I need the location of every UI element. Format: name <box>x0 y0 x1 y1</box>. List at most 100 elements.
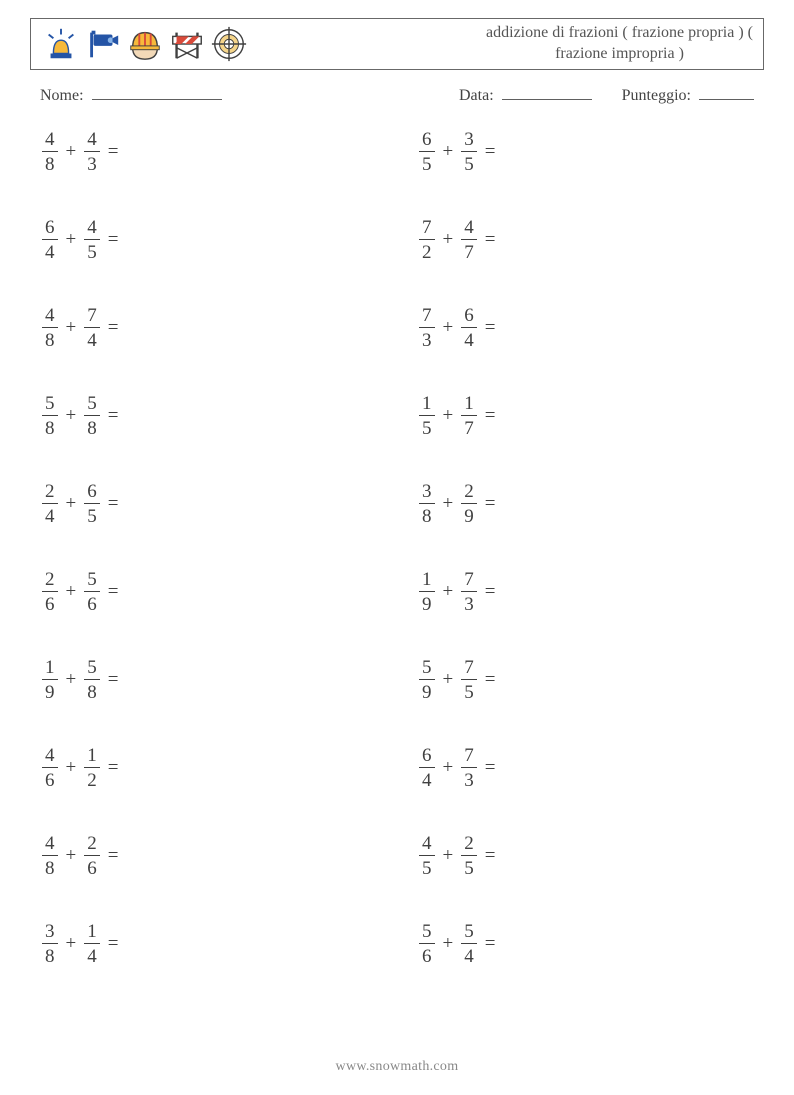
equals-sign: = <box>485 845 496 867</box>
fraction-denominator: 3 <box>419 328 435 350</box>
fraction-denominator: 5 <box>461 152 477 174</box>
fraction-numerator: 7 <box>419 306 435 327</box>
plus-operator: + <box>66 405 77 427</box>
plus-operator: + <box>66 493 77 515</box>
problems-grid: 48+43=65+35=64+45=72+47=48+74=73+64=58+5… <box>40 127 754 969</box>
score-label: Punteggio: <box>622 87 691 104</box>
fraction-denominator: 6 <box>42 592 58 614</box>
equals-sign: = <box>108 317 119 339</box>
fraction-numerator: 2 <box>461 482 477 503</box>
fraction-denominator: 7 <box>461 240 477 262</box>
plus-operator: + <box>66 581 77 603</box>
fraction-numerator: 5 <box>461 922 477 943</box>
fraction-numerator: 6 <box>84 482 100 503</box>
fraction-numerator: 7 <box>84 306 100 327</box>
fraction-numerator: 5 <box>84 658 100 679</box>
fraction-numerator: 7 <box>461 570 477 591</box>
fraction-numerator: 6 <box>461 306 477 327</box>
fraction-numerator: 3 <box>419 482 435 503</box>
problem: 73+64= <box>417 303 754 353</box>
equals-sign: = <box>485 229 496 251</box>
fraction-denominator: 2 <box>419 240 435 262</box>
fraction: 64 <box>461 306 477 350</box>
fraction-numerator: 6 <box>419 130 435 151</box>
fraction-denominator: 8 <box>419 504 435 526</box>
camera-icon <box>83 24 123 64</box>
meta-row: Nome: Data: Punteggio: <box>40 84 754 105</box>
problem: 46+12= <box>40 743 377 793</box>
fraction-numerator: 4 <box>42 746 58 767</box>
fraction: 26 <box>84 834 100 878</box>
equals-sign: = <box>485 405 496 427</box>
fraction: 29 <box>461 482 477 526</box>
fraction-denominator: 8 <box>84 680 100 702</box>
fraction: 43 <box>84 130 100 174</box>
fraction-denominator: 6 <box>419 944 435 966</box>
name-label: Nome: <box>40 87 84 104</box>
helmet-icon <box>125 24 165 64</box>
fraction-numerator: 2 <box>42 570 58 591</box>
name-field: Nome: <box>40 84 459 105</box>
equals-sign: = <box>485 933 496 955</box>
fraction: 72 <box>419 218 435 262</box>
fraction-numerator: 1 <box>461 394 477 415</box>
equals-sign: = <box>108 405 119 427</box>
date-field: Data: <box>459 84 592 105</box>
problem: 64+73= <box>417 743 754 793</box>
fraction-denominator: 9 <box>42 680 58 702</box>
fraction-denominator: 4 <box>461 944 477 966</box>
fraction: 48 <box>42 834 58 878</box>
fraction: 59 <box>419 658 435 702</box>
fraction-numerator: 1 <box>419 570 435 591</box>
plus-operator: + <box>66 933 77 955</box>
equals-sign: = <box>108 493 119 515</box>
fraction-denominator: 4 <box>461 328 477 350</box>
fraction-numerator: 5 <box>419 922 435 943</box>
equals-sign: = <box>108 229 119 251</box>
problem: 24 +65 = <box>40 479 377 529</box>
fraction-numerator: 4 <box>84 130 100 151</box>
fraction: 64 <box>42 218 58 262</box>
fraction: 45 <box>84 218 100 262</box>
equals-sign: = <box>108 933 119 955</box>
problem: 19+58= <box>40 655 377 705</box>
fraction-denominator: 8 <box>42 856 58 878</box>
plus-operator: + <box>443 493 454 515</box>
fraction-numerator: 4 <box>42 306 58 327</box>
date-label: Data: <box>459 87 494 104</box>
fraction-numerator: 6 <box>419 746 435 767</box>
fraction: 12 <box>84 746 100 790</box>
fraction: 65 <box>84 482 100 526</box>
equals-sign: = <box>108 581 119 603</box>
fraction-numerator: 1 <box>42 658 58 679</box>
worksheet-title: addizione di frazioni ( frazione propria… <box>486 23 753 65</box>
fraction-numerator: 1 <box>419 394 435 415</box>
fraction-denominator: 8 <box>42 328 58 350</box>
fraction-denominator: 4 <box>84 328 100 350</box>
fraction: 75 <box>461 658 477 702</box>
fraction-numerator: 5 <box>84 570 100 591</box>
plus-operator: + <box>443 141 454 163</box>
fraction: 35 <box>461 130 477 174</box>
fraction: 48 <box>42 130 58 174</box>
footer-text: www.snowmath.com <box>30 1059 764 1095</box>
fraction-numerator: 4 <box>42 130 58 151</box>
fraction: 73 <box>419 306 435 350</box>
problem: 15+17= <box>417 391 754 441</box>
fraction-denominator: 3 <box>461 592 477 614</box>
fraction: 58 <box>84 658 100 702</box>
plus-operator: + <box>443 845 454 867</box>
fraction: 19 <box>42 658 58 702</box>
name-blank[interactable] <box>92 84 222 100</box>
fraction: 24 <box>42 482 58 526</box>
fraction-numerator: 7 <box>419 218 435 239</box>
equals-sign: = <box>108 757 119 779</box>
date-blank[interactable] <box>502 84 592 100</box>
fraction: 15 <box>419 394 435 438</box>
score-blank[interactable] <box>699 84 754 100</box>
fraction: 64 <box>419 746 435 790</box>
problem: 26+56= <box>40 567 377 617</box>
fraction-denominator: 7 <box>461 416 477 438</box>
header-icons <box>41 24 249 64</box>
fraction-denominator: 4 <box>419 768 435 790</box>
